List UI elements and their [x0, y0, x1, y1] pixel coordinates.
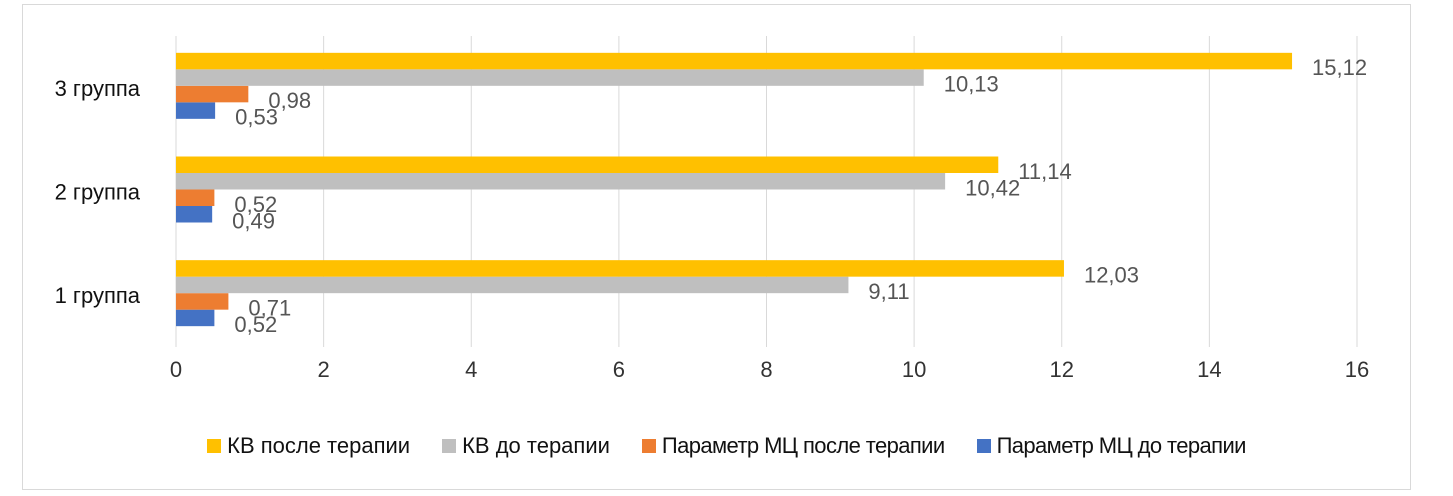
legend-item: КВ до терапии — [442, 433, 610, 459]
bar — [176, 293, 229, 310]
bar — [176, 309, 215, 327]
legend-label: КВ после терапии — [227, 433, 411, 458]
category-label: 1 группа — [55, 283, 141, 308]
data-label: 15,12 — [1312, 55, 1367, 80]
x-tick-label: 6 — [613, 357, 625, 382]
x-tick-label: 10 — [902, 357, 926, 382]
bar — [176, 69, 924, 86]
legend-label: Параметр МЦ после терапии — [661, 433, 945, 458]
bar — [176, 276, 849, 294]
data-label: 0,52 — [234, 192, 277, 217]
x-tick-label: 4 — [465, 357, 477, 382]
data-label: 10,42 — [965, 175, 1020, 200]
bar — [176, 206, 213, 223]
x-tick-label: 2 — [318, 357, 330, 382]
legend-item: Параметр МЦ до терапии — [976, 433, 1247, 459]
category-label: 3 группа — [55, 76, 141, 101]
x-tick-label: 0 — [170, 357, 182, 382]
legend-label: Параметр МЦ до терапии — [996, 433, 1247, 458]
x-tick-label: 16 — [1345, 357, 1369, 382]
data-label: 11,14 — [1018, 159, 1071, 184]
data-label: 10,13 — [944, 72, 999, 97]
legend-swatch — [207, 439, 222, 453]
legend-item: Параметр МЦ после терапии — [641, 433, 945, 459]
legend-swatch — [641, 439, 656, 453]
legend-label: КВ до терапии — [462, 433, 610, 458]
bar — [176, 102, 216, 119]
data-label: 0,53 — [235, 105, 278, 130]
data-label: 0,49 — [232, 208, 275, 233]
legend-item: КВ после терапии — [207, 433, 410, 459]
bar — [176, 52, 1293, 70]
bar — [176, 173, 946, 190]
bar — [176, 260, 1064, 277]
data-label: 9,11 — [868, 279, 909, 304]
bar — [176, 156, 999, 173]
x-tick-label: 8 — [760, 357, 772, 382]
x-tick-label: 14 — [1197, 357, 1221, 382]
data-label: 0,71 — [248, 295, 291, 320]
data-label: 12,03 — [1084, 262, 1139, 287]
x-tick-label: 12 — [1050, 357, 1074, 382]
chart-legend: КВ после терапии КВ до терапии Параметр МЦ… — [0, 428, 1453, 464]
bar — [176, 85, 249, 103]
bar — [176, 189, 215, 206]
legend-swatch — [976, 439, 991, 453]
category-label: 2 группа — [55, 180, 141, 205]
data-label: 0,98 — [268, 88, 311, 113]
legend-swatch — [442, 439, 457, 453]
data-label: 0,52 — [234, 312, 277, 337]
